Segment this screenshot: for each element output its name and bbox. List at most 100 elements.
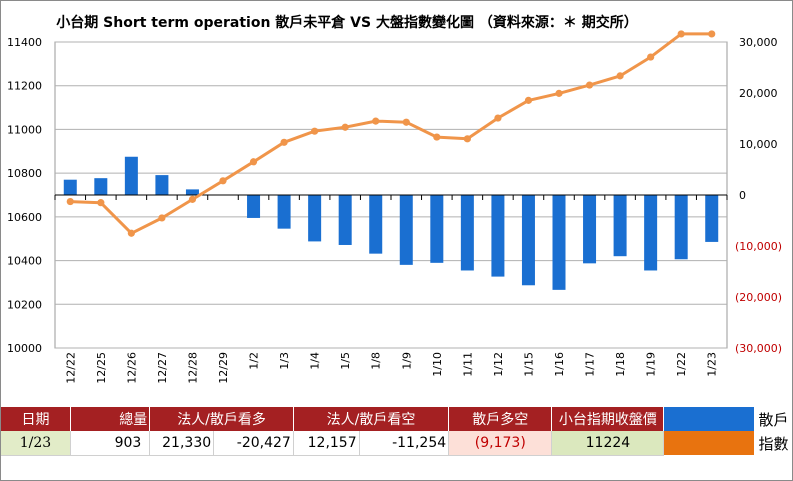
left-tick-label: 10000 — [7, 342, 42, 355]
bar-1/9 — [399, 195, 413, 265]
index-point-12/27 — [158, 214, 166, 222]
index-point-1/4 — [311, 127, 319, 135]
bar-12/27 — [155, 175, 169, 195]
x-tick-label: 1/9 — [400, 352, 413, 370]
right-tick-label: (20,000) — [735, 291, 782, 304]
header-volume: 總量 — [70, 407, 151, 431]
x-tick-label: 1/18 — [614, 352, 627, 377]
header-date: 日期 — [1, 407, 71, 431]
x-tick-label: 12/25 — [95, 352, 108, 384]
index-point-1/2 — [249, 158, 258, 166]
x-tick-label: 1/5 — [339, 352, 352, 370]
left-tick-label: 11400 — [7, 36, 42, 49]
index-point-1/17 — [585, 81, 594, 89]
x-tick-label: 1/8 — [370, 352, 383, 370]
index-point-12/29 — [219, 177, 227, 185]
right-axis-ticks: 30,000 20,000 10,000 0 (10,000) (20,000) (30,0… — [735, 36, 782, 355]
bar-1/12 — [491, 195, 505, 277]
legend-swatch-orange — [663, 431, 755, 455]
index-point-1/23 — [708, 30, 716, 38]
index-point-1/15 — [524, 96, 533, 104]
left-tick-label: 11200 — [7, 80, 42, 93]
right-tick-label: 20,000 — [739, 87, 778, 100]
cell-short-inst: 12,157 — [293, 431, 360, 456]
x-tick-label: 12/26 — [125, 352, 138, 384]
index-point-1/10 — [433, 133, 441, 141]
index-point-1/11 — [463, 135, 471, 143]
x-tick-label: 1/4 — [309, 352, 322, 370]
x-tick-label: 1/16 — [553, 352, 566, 377]
x-tick-label: 1/17 — [584, 352, 597, 377]
bar-1/18 — [613, 195, 627, 257]
index-line — [70, 32, 712, 235]
grid-lines — [54, 41, 728, 349]
cell-date: 1/23 — [1, 431, 71, 456]
header-short: 法人/散戶看空 — [293, 407, 450, 431]
left-tick-label: 10600 — [7, 211, 42, 224]
right-tick-label: 0 — [739, 189, 746, 202]
bar-1/22 — [674, 195, 688, 260]
header-long: 法人/散戶看多 — [149, 407, 294, 431]
index-point-12/26 — [127, 229, 135, 237]
retail-open-interest-bars — [54, 156, 728, 290]
bar-1/10 — [430, 195, 444, 263]
table-row: 1/23 903 21,330 -20,427 12,157 -11,254 (… — [1, 431, 791, 456]
index-point-1/16 — [555, 89, 563, 97]
cell-short-retail: -11,254 — [359, 431, 450, 456]
bar-12/28 — [185, 189, 199, 195]
summary-table: 日期 總量 法人/散戶看多 法人/散戶看空 散戶多空 小台指期收盤價 散戶 1/… — [1, 407, 791, 456]
legend-swatch-blue — [663, 407, 755, 431]
left-tick-label: 11000 — [7, 123, 42, 136]
header-close-price: 小台指期收盤價 — [551, 407, 665, 431]
bar-12/22 — [63, 179, 77, 195]
bar-1/11 — [460, 195, 474, 271]
bar-1/5 — [338, 195, 352, 245]
x-tick-label: 12/27 — [156, 352, 169, 384]
bar-1/4 — [308, 195, 322, 242]
index-point-1/5 — [341, 123, 349, 131]
index-point-1/9 — [402, 118, 410, 126]
cell-long-retail: -20,427 — [213, 431, 294, 456]
left-axis-ticks: 10000 10200 10400 10600 10800 11000 11200 11400 — [7, 36, 42, 355]
cell-close-price: 11224 — [551, 431, 665, 456]
left-tick-label: 10200 — [7, 298, 42, 311]
left-tick-label: 10800 — [7, 167, 42, 180]
x-tick-label: 12/28 — [186, 352, 199, 384]
x-axis-ticks: 12/22 12/25 12/26 12/27 12/28 12/29 1/2 1/3 1/4 1… — [64, 352, 718, 384]
chart-canvas: 小台期 Short term operation 散戶未平倉 VS 大盤指數變化… — [7, 14, 782, 384]
x-tick-label: 1/15 — [522, 352, 535, 377]
index-point-1/22 — [677, 30, 685, 38]
index-point-1/3 — [280, 138, 288, 146]
cell-long-inst: 21,330 — [149, 431, 215, 456]
index-point-12/28 — [188, 195, 197, 203]
x-tick-label: 1/23 — [706, 352, 719, 377]
bar-1/23 — [705, 195, 719, 242]
right-tick-label: (30,000) — [735, 342, 782, 355]
bar-1/16 — [552, 195, 566, 290]
right-tick-label: 10,000 — [739, 138, 778, 151]
index-point-1/8 — [372, 117, 380, 125]
index-point-12/25 — [97, 199, 105, 207]
bar-1/8 — [369, 195, 383, 254]
bar-12/26 — [124, 156, 138, 195]
bar-1/2 — [247, 195, 261, 218]
table-header-row: 日期 總量 法人/散戶看多 法人/散戶看空 散戶多空 小台指期收盤價 散戶 — [1, 407, 791, 431]
bar-1/3 — [277, 195, 291, 229]
index-point-12/22 — [66, 197, 74, 206]
index-point-1/19 — [647, 53, 655, 61]
header-retail-net: 散戶多空 — [448, 407, 553, 431]
right-tick-label: 30,000 — [739, 36, 778, 49]
index-line-series — [66, 30, 716, 237]
x-tick-label: 12/22 — [64, 352, 77, 384]
left-tick-label: 10400 — [7, 255, 42, 268]
legend-label-retail: 散戶 — [754, 407, 791, 431]
legend-label-index: 指數 — [754, 431, 791, 455]
cell-volume: 903 — [70, 431, 151, 456]
x-tick-label: 1/11 — [461, 352, 474, 377]
index-point-1/18 — [616, 72, 624, 80]
x-tick-label: 1/3 — [278, 352, 291, 370]
bar-1/19 — [644, 195, 658, 271]
bar-1/15 — [521, 195, 535, 286]
right-tick-label: (10,000) — [735, 240, 782, 253]
bar-12/25 — [94, 178, 108, 195]
